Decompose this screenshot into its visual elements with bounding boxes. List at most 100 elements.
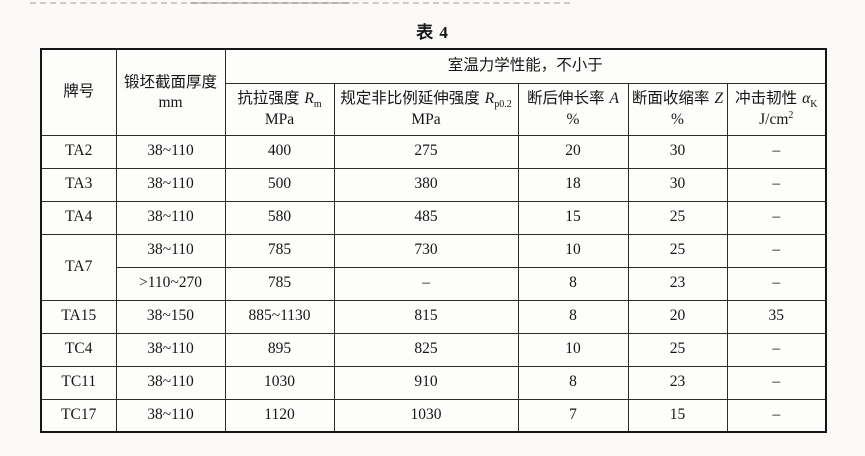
impact-cell: – xyxy=(726,365,827,400)
symbol-rp02: R xyxy=(484,90,495,108)
unit-mpa: MPa xyxy=(411,110,441,128)
unit-mpa: MPa xyxy=(264,110,295,128)
unit-j-cm2: J/cm xyxy=(759,110,789,128)
impact-cell: – xyxy=(726,200,827,235)
reduction-cell: 25 xyxy=(627,332,728,367)
table-row: TC17 38~110 1120 1030 7 15 – xyxy=(40,398,827,433)
grade-cell: TC11 xyxy=(40,365,117,400)
elongation-cell: 20 xyxy=(517,134,629,169)
rp02-cell: – xyxy=(333,266,519,301)
scan-artifact-smudge xyxy=(190,2,350,4)
table-row: TA15 38~150 885~1130 815 8 20 35 xyxy=(40,299,827,334)
thickness-cell: 38~110 xyxy=(115,332,226,367)
header-tensile-label: 抗拉强度 xyxy=(237,90,300,108)
impact-cell: – xyxy=(726,233,827,268)
header-elongation-label: 断后伸长率 xyxy=(527,90,605,108)
header-thickness-label: 锻坯截面厚度 xyxy=(123,73,217,91)
elongation-cell: 8 xyxy=(517,299,629,334)
rm-cell: 785 xyxy=(224,266,335,301)
rp02-cell: 730 xyxy=(333,233,519,268)
reduction-cell: 25 xyxy=(627,233,728,268)
symbol-z: Z xyxy=(714,90,724,108)
rp02-cell: 910 xyxy=(333,365,519,400)
header-reduction-label: 断面收缩率 xyxy=(631,90,710,108)
rp02-cell: 275 xyxy=(333,134,519,169)
header-tensile-strength: 抗拉强度 Rm MPa xyxy=(224,82,335,136)
rm-cell: 1030 xyxy=(224,365,335,400)
impact-cell: 35 xyxy=(726,299,827,334)
header-thickness: 锻坯截面厚度 mm xyxy=(115,48,226,136)
header-proof-label: 规定非比例延伸强度 xyxy=(340,90,480,108)
grade-cell: TA2 xyxy=(40,134,117,169)
reduction-cell: 23 xyxy=(627,365,728,400)
grade-cell: TC4 xyxy=(40,332,117,367)
rp02-cell: 1030 xyxy=(333,398,519,433)
impact-cell: – xyxy=(726,167,827,202)
header-elongation: 断后伸长率 A % xyxy=(517,82,629,136)
rp02-cell: 815 xyxy=(333,299,519,334)
rm-cell: 1120 xyxy=(224,398,335,433)
table-row: >110~270 785 – 8 23 – xyxy=(41,266,827,301)
reduction-cell: 30 xyxy=(627,167,728,202)
thickness-cell: 38~110 xyxy=(115,398,226,433)
header-grade: 牌号 xyxy=(40,48,117,136)
unit-percent: % xyxy=(566,110,580,128)
header-row-span: 牌号 锻坯截面厚度 mm 室温力学性能，不小于 xyxy=(40,48,827,136)
thickness-cell: 38~110 xyxy=(115,200,226,235)
reduction-cell: 30 xyxy=(627,134,728,169)
thickness-cell: 38~110 xyxy=(115,167,226,202)
rp02-cell: 825 xyxy=(333,332,519,367)
grade-cell: TA15 xyxy=(40,299,117,334)
symbol-a: A xyxy=(609,90,619,108)
thickness-cell: 38~150 xyxy=(115,299,226,334)
elongation-cell: 8 xyxy=(517,365,629,400)
header-impact-toughness: 冲击韧性 αK J/cm2 xyxy=(726,82,827,136)
header-proof-strength: 规定非比例延伸强度 Rp0.2 MPa xyxy=(333,82,519,136)
reduction-cell: 23 xyxy=(627,266,728,301)
rm-cell: 400 xyxy=(224,134,335,169)
thickness-cell: 38~110 xyxy=(115,233,226,268)
header-reduction-of-area: 断面收缩率 Z % xyxy=(627,82,728,136)
impact-cell: – xyxy=(726,398,827,433)
elongation-cell: 18 xyxy=(517,167,629,202)
thickness-cell: 38~110 xyxy=(115,365,226,400)
table-row: TA7 38~110 785 730 10 25 – xyxy=(40,233,827,301)
header-thickness-unit: mm xyxy=(158,93,183,111)
thickness-cell: 38~110 xyxy=(115,134,226,169)
mechanical-properties-table: 牌号 锻坯截面厚度 mm 室温力学性能，不小于 抗拉强度 Rm MPa 规定非比例… xyxy=(40,48,828,433)
reduction-cell: 15 xyxy=(627,398,728,433)
grade-cell: TA3 xyxy=(40,167,117,202)
symbol-alpha-k: α xyxy=(802,90,811,108)
header-room-temp-properties: 室温力学性能，不小于 xyxy=(224,48,827,84)
grade-cell: TA4 xyxy=(40,200,117,235)
symbol-rm: R xyxy=(304,90,314,108)
rm-cell: 785 xyxy=(224,233,335,268)
elongation-cell: 7 xyxy=(517,398,629,433)
table-caption: 表 4 xyxy=(416,23,449,42)
impact-cell: – xyxy=(726,134,827,169)
header-impact-label: 冲击韧性 xyxy=(735,90,798,108)
rm-cell: 885~1130 xyxy=(224,299,335,334)
rp02-cell: 380 xyxy=(333,167,519,202)
table-row: TC4 38~110 895 825 10 25 – xyxy=(40,332,827,367)
grade-cell: TC17 xyxy=(40,398,117,433)
header-row-columns: 抗拉强度 Rm MPa 规定非比例延伸强度 Rp0.2 MPa 断后伸长率 A % 断… xyxy=(41,82,827,136)
rp02-cell: 485 xyxy=(333,200,519,235)
elongation-cell: 10 xyxy=(517,233,629,268)
elongation-cell: 8 xyxy=(517,266,629,301)
rm-cell: 500 xyxy=(224,167,335,202)
grade-cell: TA7 xyxy=(40,233,117,301)
table-row: TA4 38~110 580 485 15 25 – xyxy=(40,200,827,235)
reduction-cell: 25 xyxy=(627,200,728,235)
elongation-cell: 15 xyxy=(517,200,629,235)
unit-percent: % xyxy=(671,110,684,128)
thickness-cell: >110~270 xyxy=(115,266,226,301)
impact-cell: – xyxy=(726,332,827,367)
table-row: TC11 38~110 1030 910 8 23 – xyxy=(40,365,827,400)
table-row: TA3 38~110 500 380 18 30 – xyxy=(40,167,827,202)
table-row: TA2 38~110 400 275 20 30 – xyxy=(40,134,827,169)
rm-cell: 580 xyxy=(224,200,335,235)
elongation-cell: 10 xyxy=(517,332,629,367)
rm-cell: 895 xyxy=(224,332,335,367)
reduction-cell: 20 xyxy=(627,299,728,334)
